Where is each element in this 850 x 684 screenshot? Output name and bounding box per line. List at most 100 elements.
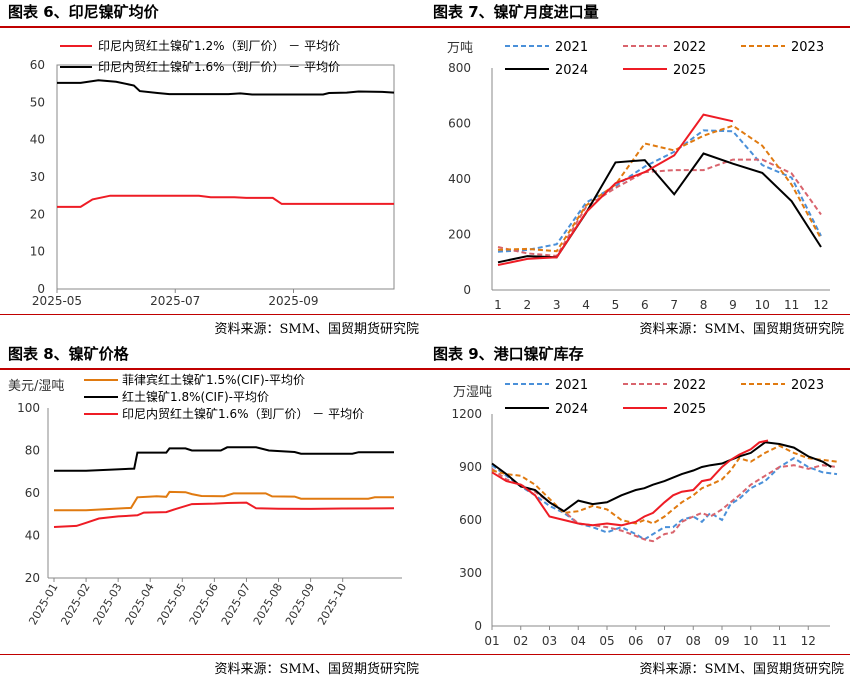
- chart-p9: 万湿吨 0 300 600 900 1200 01 02 03 04 05 06 07 08 09 10 11 1…: [451, 378, 838, 648]
- x-tick-label: 2025-05: [155, 581, 189, 627]
- x-tick-label: 8: [700, 298, 708, 312]
- legend-label: 2024: [555, 63, 588, 78]
- x-tick-label: 6: [641, 298, 649, 312]
- x-tick-label: 06: [628, 634, 643, 648]
- legend-label: 2021: [555, 378, 588, 393]
- source-rule: [0, 314, 425, 315]
- y-tick-label: 1200: [451, 407, 482, 421]
- y-tick-label: 60: [30, 58, 45, 72]
- series-line: [491, 439, 769, 527]
- source-rule: [425, 314, 850, 315]
- legend-label: 2021: [555, 40, 588, 55]
- series-line: [57, 79, 395, 96]
- x-tick-label: 2025-06: [187, 581, 221, 627]
- x-tick-label: 2025-01: [26, 581, 60, 627]
- x-tick-label: 01: [484, 634, 499, 648]
- series-line: [54, 446, 394, 472]
- chart-p8: 美元/湿吨204060801002025-012025-022025-03202…: [8, 372, 402, 627]
- panel-indonesia-ore-price: 图表 6、印尼镍矿均价 0 10 20 30 40 50 60 2025-05 2025-07 2…: [0, 0, 425, 342]
- panel-ore-prices: 图表 8、镍矿价格 美元/湿吨 20 40 60 80 100 2025-01 2025-02…: [0, 342, 425, 684]
- series-line: [497, 129, 822, 253]
- x-tick-label: 2025-09: [268, 294, 318, 308]
- y-tick-label: 300: [459, 566, 482, 580]
- source-rule: [0, 654, 425, 655]
- y-tick-label: 50: [30, 95, 45, 109]
- series-line: [491, 457, 838, 541]
- y-tick-label: 100: [17, 401, 40, 415]
- y-unit-label: 万湿吨: [453, 385, 492, 400]
- x-tick-label: 3: [553, 298, 561, 312]
- series-line: [497, 124, 822, 253]
- title-rule: [0, 26, 425, 28]
- legend-label: 印尼内贸红土镍矿1.2%（到厂价） － 平均价: [98, 38, 340, 53]
- x-tick-label: 2025-02: [58, 581, 92, 627]
- y-tick-label: 600: [448, 117, 471, 131]
- source-note: 资料来源：SMM、国贸期货研究院: [639, 662, 844, 677]
- x-tick-label: 1: [494, 298, 502, 312]
- legend-label: 印尼内贸红土镍矿1.6%（到厂价） － 平均价: [98, 59, 340, 74]
- y-tick-label: 30: [30, 170, 45, 184]
- x-tick-label: 2025-08: [251, 581, 285, 627]
- y-tick-label: 200: [448, 228, 471, 242]
- x-tick-label: 11: [772, 634, 787, 648]
- panel-title: 图表 6、印尼镍矿均价: [8, 3, 159, 21]
- legend-label: 2023: [791, 378, 824, 393]
- legend-label: 红土镍矿1.8%(CIF)-平均价: [122, 389, 269, 404]
- x-tick-label: 4: [582, 298, 590, 312]
- series-line: [54, 490, 394, 512]
- y-tick-label: 20: [30, 207, 45, 221]
- legend-label: 2023: [791, 40, 824, 55]
- x-tick-label: 03: [542, 634, 557, 648]
- source-note: 资料来源：SMM、国贸期货研究院: [214, 662, 419, 677]
- title-rule: [0, 368, 425, 370]
- y-tick-label: 60: [25, 486, 40, 500]
- series-line: [57, 194, 394, 208]
- x-tick-label: 5: [612, 298, 620, 312]
- x-tick-label: 12: [801, 634, 816, 648]
- series-line: [491, 464, 838, 543]
- legend-label: 菲律宾红土镍矿1.5%(CIF)-平均价: [122, 372, 305, 387]
- y-tick-label: 0: [463, 283, 471, 297]
- series-line: [53, 501, 395, 528]
- x-tick-label: 2: [524, 298, 532, 312]
- source-note: 资料来源：SMM、国贸期货研究院: [214, 322, 419, 337]
- panel-port-inventory: 图表 9、港口镍矿库存 万湿吨 0 300 600 900 1200 01 02 03 04 05 0…: [425, 342, 850, 684]
- panel-ore-imports: 图表 7、镍矿月度进口量 万吨 0 200 400 600 800 1 2 3 4 5 6 7 8 9 10 1…: [425, 0, 850, 342]
- x-tick-label: 2025-07: [219, 581, 253, 627]
- x-tick-label: 11: [784, 298, 799, 312]
- y-unit-label: 万吨: [447, 41, 473, 56]
- x-tick-label: 2025-05: [32, 294, 82, 308]
- x-tick-label: 10: [755, 298, 770, 312]
- y-tick-label: 0: [37, 282, 45, 296]
- plot-frame: [56, 64, 395, 290]
- y-tick-label: 80: [25, 444, 40, 458]
- y-tick-label: 40: [25, 529, 40, 543]
- x-tick-label: 05: [599, 634, 614, 648]
- x-tick-label: 09: [714, 634, 729, 648]
- x-tick-label: 08: [686, 634, 701, 648]
- legend-label: 2022: [673, 378, 706, 393]
- series-line: [497, 113, 734, 266]
- y-unit-label: 美元/湿吨: [8, 379, 64, 394]
- y-tick-label: 20: [25, 571, 40, 585]
- x-tick-label: 02: [513, 634, 528, 648]
- x-tick-label: 9: [729, 298, 737, 312]
- y-tick-label: 800: [448, 61, 471, 75]
- legend-label: 印尼内贸红土镍矿1.6%（到厂价） － 平均价: [122, 406, 364, 421]
- x-tick-label: 2025-07: [150, 294, 200, 308]
- legend-label: 2025: [673, 402, 706, 417]
- panel-title: 图表 7、镍矿月度进口量: [433, 3, 599, 21]
- x-tick-label: 2025-04: [123, 581, 157, 627]
- legend-label: 2024: [555, 402, 588, 417]
- x-tick-label: 04: [571, 634, 586, 648]
- y-tick-label: 0: [474, 619, 482, 633]
- x-tick-label: 12: [813, 298, 828, 312]
- y-tick-label: 10: [30, 245, 45, 259]
- y-tick-label: 600: [459, 513, 482, 527]
- source-rule: [425, 654, 850, 655]
- y-tick-label: 40: [30, 133, 45, 147]
- legend-label: 2022: [673, 40, 706, 55]
- legend-label: 2025: [673, 63, 706, 78]
- x-tick-label: 07: [657, 634, 672, 648]
